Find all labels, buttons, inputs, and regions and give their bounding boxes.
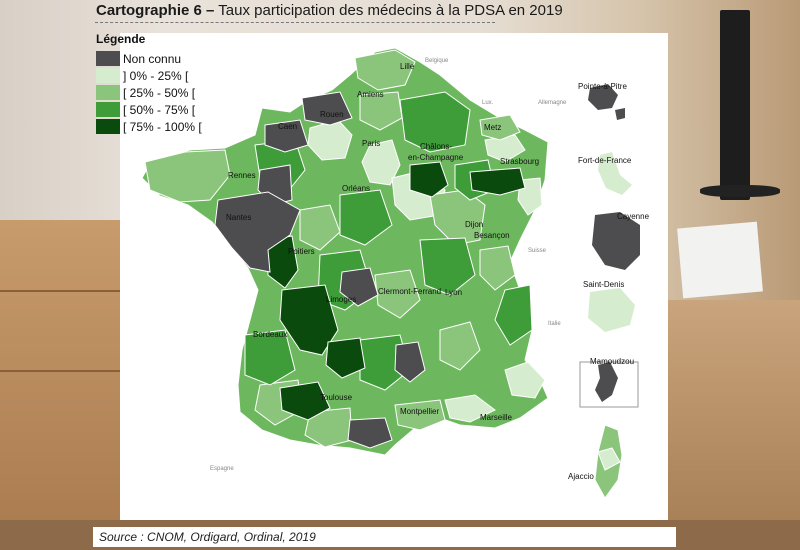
- city-caen: Caen: [278, 122, 297, 131]
- legend-label: [ 25% - 50% [: [123, 85, 196, 100]
- region-unknown: [264, 119, 309, 153]
- legend-label: Non connu: [123, 51, 182, 66]
- city-rennes: Rennes: [228, 171, 256, 180]
- legend-item-0-25: ] 0% - 25% [: [96, 67, 202, 84]
- city-ajaccio: Ajaccio: [568, 472, 594, 481]
- region-75-100: [279, 284, 339, 356]
- region-25-50: [374, 269, 421, 319]
- city-nantes: Nantes: [226, 213, 251, 222]
- country-allemagne: Allemagne: [538, 100, 567, 106]
- background-monitor-base: [700, 185, 780, 197]
- city-strasbourg: Strasbourg: [500, 157, 539, 166]
- region-unknown: [347, 417, 393, 449]
- source-note: Source : CNOM, Ordigard, Ordinal, 2019: [93, 527, 676, 547]
- legend-label: [ 50% - 75% [: [123, 102, 196, 117]
- martinique: [598, 152, 632, 195]
- city-lille: Lille: [400, 62, 415, 71]
- city-fort-de-france: Fort-de-France: [578, 156, 632, 165]
- background-cabinet: [0, 220, 120, 550]
- city-montpellier: Montpellier: [400, 407, 439, 416]
- city-besancon: Besançon: [474, 231, 510, 240]
- region-25-50: [394, 399, 446, 431]
- city-lyon: Lyon: [445, 288, 462, 297]
- legend-label: ] 0% - 25% [: [123, 68, 189, 83]
- background-monitor: [720, 10, 750, 200]
- region-75-100: [279, 381, 331, 421]
- mayotte-frame: [579, 361, 639, 408]
- city-orleans: Orléans: [342, 184, 370, 193]
- region-25-50: [304, 407, 353, 448]
- region-25-50: [359, 91, 403, 131]
- region-75-100: [325, 337, 366, 379]
- region-50-75: [244, 329, 296, 386]
- city-mamoudzou: Mamoudzou: [590, 357, 634, 366]
- corsica-north: [597, 447, 621, 471]
- background-desk: [665, 300, 800, 550]
- city-marseille: Marseille: [480, 413, 513, 422]
- city-dijon: Dijon: [465, 220, 483, 229]
- legend-title: Légende: [96, 32, 146, 46]
- cabinet-drawer: [0, 370, 120, 452]
- country-belgique: Belgique: [425, 58, 449, 64]
- mayotte: [595, 362, 618, 402]
- region-75-100: [409, 161, 449, 198]
- city-cayenne: Cayenne: [617, 212, 650, 221]
- region-unknown: [394, 341, 426, 383]
- reunion: [588, 288, 635, 332]
- region-25-50: [299, 204, 341, 251]
- country-suisse: Suisse: [528, 248, 547, 254]
- region-50-75: [339, 189, 393, 246]
- city-chalons-2: en-Champagne: [408, 153, 464, 162]
- region-0-25: [444, 394, 496, 423]
- country-italie: Italie: [548, 321, 561, 327]
- legend-swatch: [96, 119, 120, 134]
- city-clermont: Clermont-Ferrand: [378, 287, 441, 296]
- map-title-text: Taux participation des médecins à la PDS…: [218, 2, 563, 19]
- title-rule: [95, 22, 495, 23]
- legend-swatch: [96, 85, 120, 100]
- region-25-50: [439, 321, 481, 371]
- city-metz: Metz: [484, 123, 501, 132]
- region-25-50: [479, 245, 516, 291]
- region-0-25: [504, 361, 546, 399]
- map-title-number: Cartographie 6 –: [96, 2, 215, 19]
- region-50-75: [419, 237, 476, 296]
- city-bordeaux: Bordeaux: [253, 330, 287, 339]
- legend-item-unknown: Non connu: [96, 50, 202, 67]
- country-lux: Lux.: [482, 100, 494, 106]
- region-unknown: [339, 267, 379, 307]
- city-pointe-a-pitre: Pointe-à-Pitre: [578, 82, 627, 91]
- city-chalons-1: Châlons-: [420, 142, 452, 151]
- legend: Légende Non connu ] 0% - 25% [ [ 25% - 5…: [96, 32, 202, 135]
- legend-swatch: [96, 68, 120, 83]
- cabinet-drawer: [0, 290, 120, 372]
- city-toulouse: Toulouse: [320, 393, 353, 402]
- legend-item-75-100: [ 75% - 100% [: [96, 118, 202, 135]
- region-75-100: [469, 167, 526, 196]
- region-unknown: [301, 91, 353, 126]
- city-amiens: Amiens: [357, 90, 384, 99]
- legend-swatch: [96, 102, 120, 117]
- region-25-50: [354, 49, 416, 91]
- city-limoges: Limoges: [326, 295, 356, 304]
- city-rouen: Rouen: [320, 110, 344, 119]
- region-50-75: [494, 284, 533, 346]
- city-saint-denis: Saint-Denis: [583, 280, 624, 289]
- country-espagne: Espagne: [210, 466, 234, 472]
- region-25-50: [144, 149, 231, 203]
- region-0-25: [361, 139, 401, 186]
- legend-item-25-50: [ 25% - 50% [: [96, 84, 202, 101]
- guadeloupe: [588, 84, 625, 120]
- region-50-75: [399, 91, 471, 153]
- city-poitiers: Poitiers: [288, 247, 315, 256]
- legend-item-50-75: [ 50% - 75% [: [96, 101, 202, 118]
- legend-swatch: [96, 51, 120, 66]
- region-25-50: [479, 114, 521, 141]
- city-paris: Paris: [362, 139, 380, 148]
- legend-label: [ 75% - 100% [: [123, 119, 202, 134]
- guyane: [592, 212, 640, 270]
- region-unknown: [214, 191, 301, 273]
- map-title: Cartographie 6 – Taux participation des …: [96, 2, 563, 19]
